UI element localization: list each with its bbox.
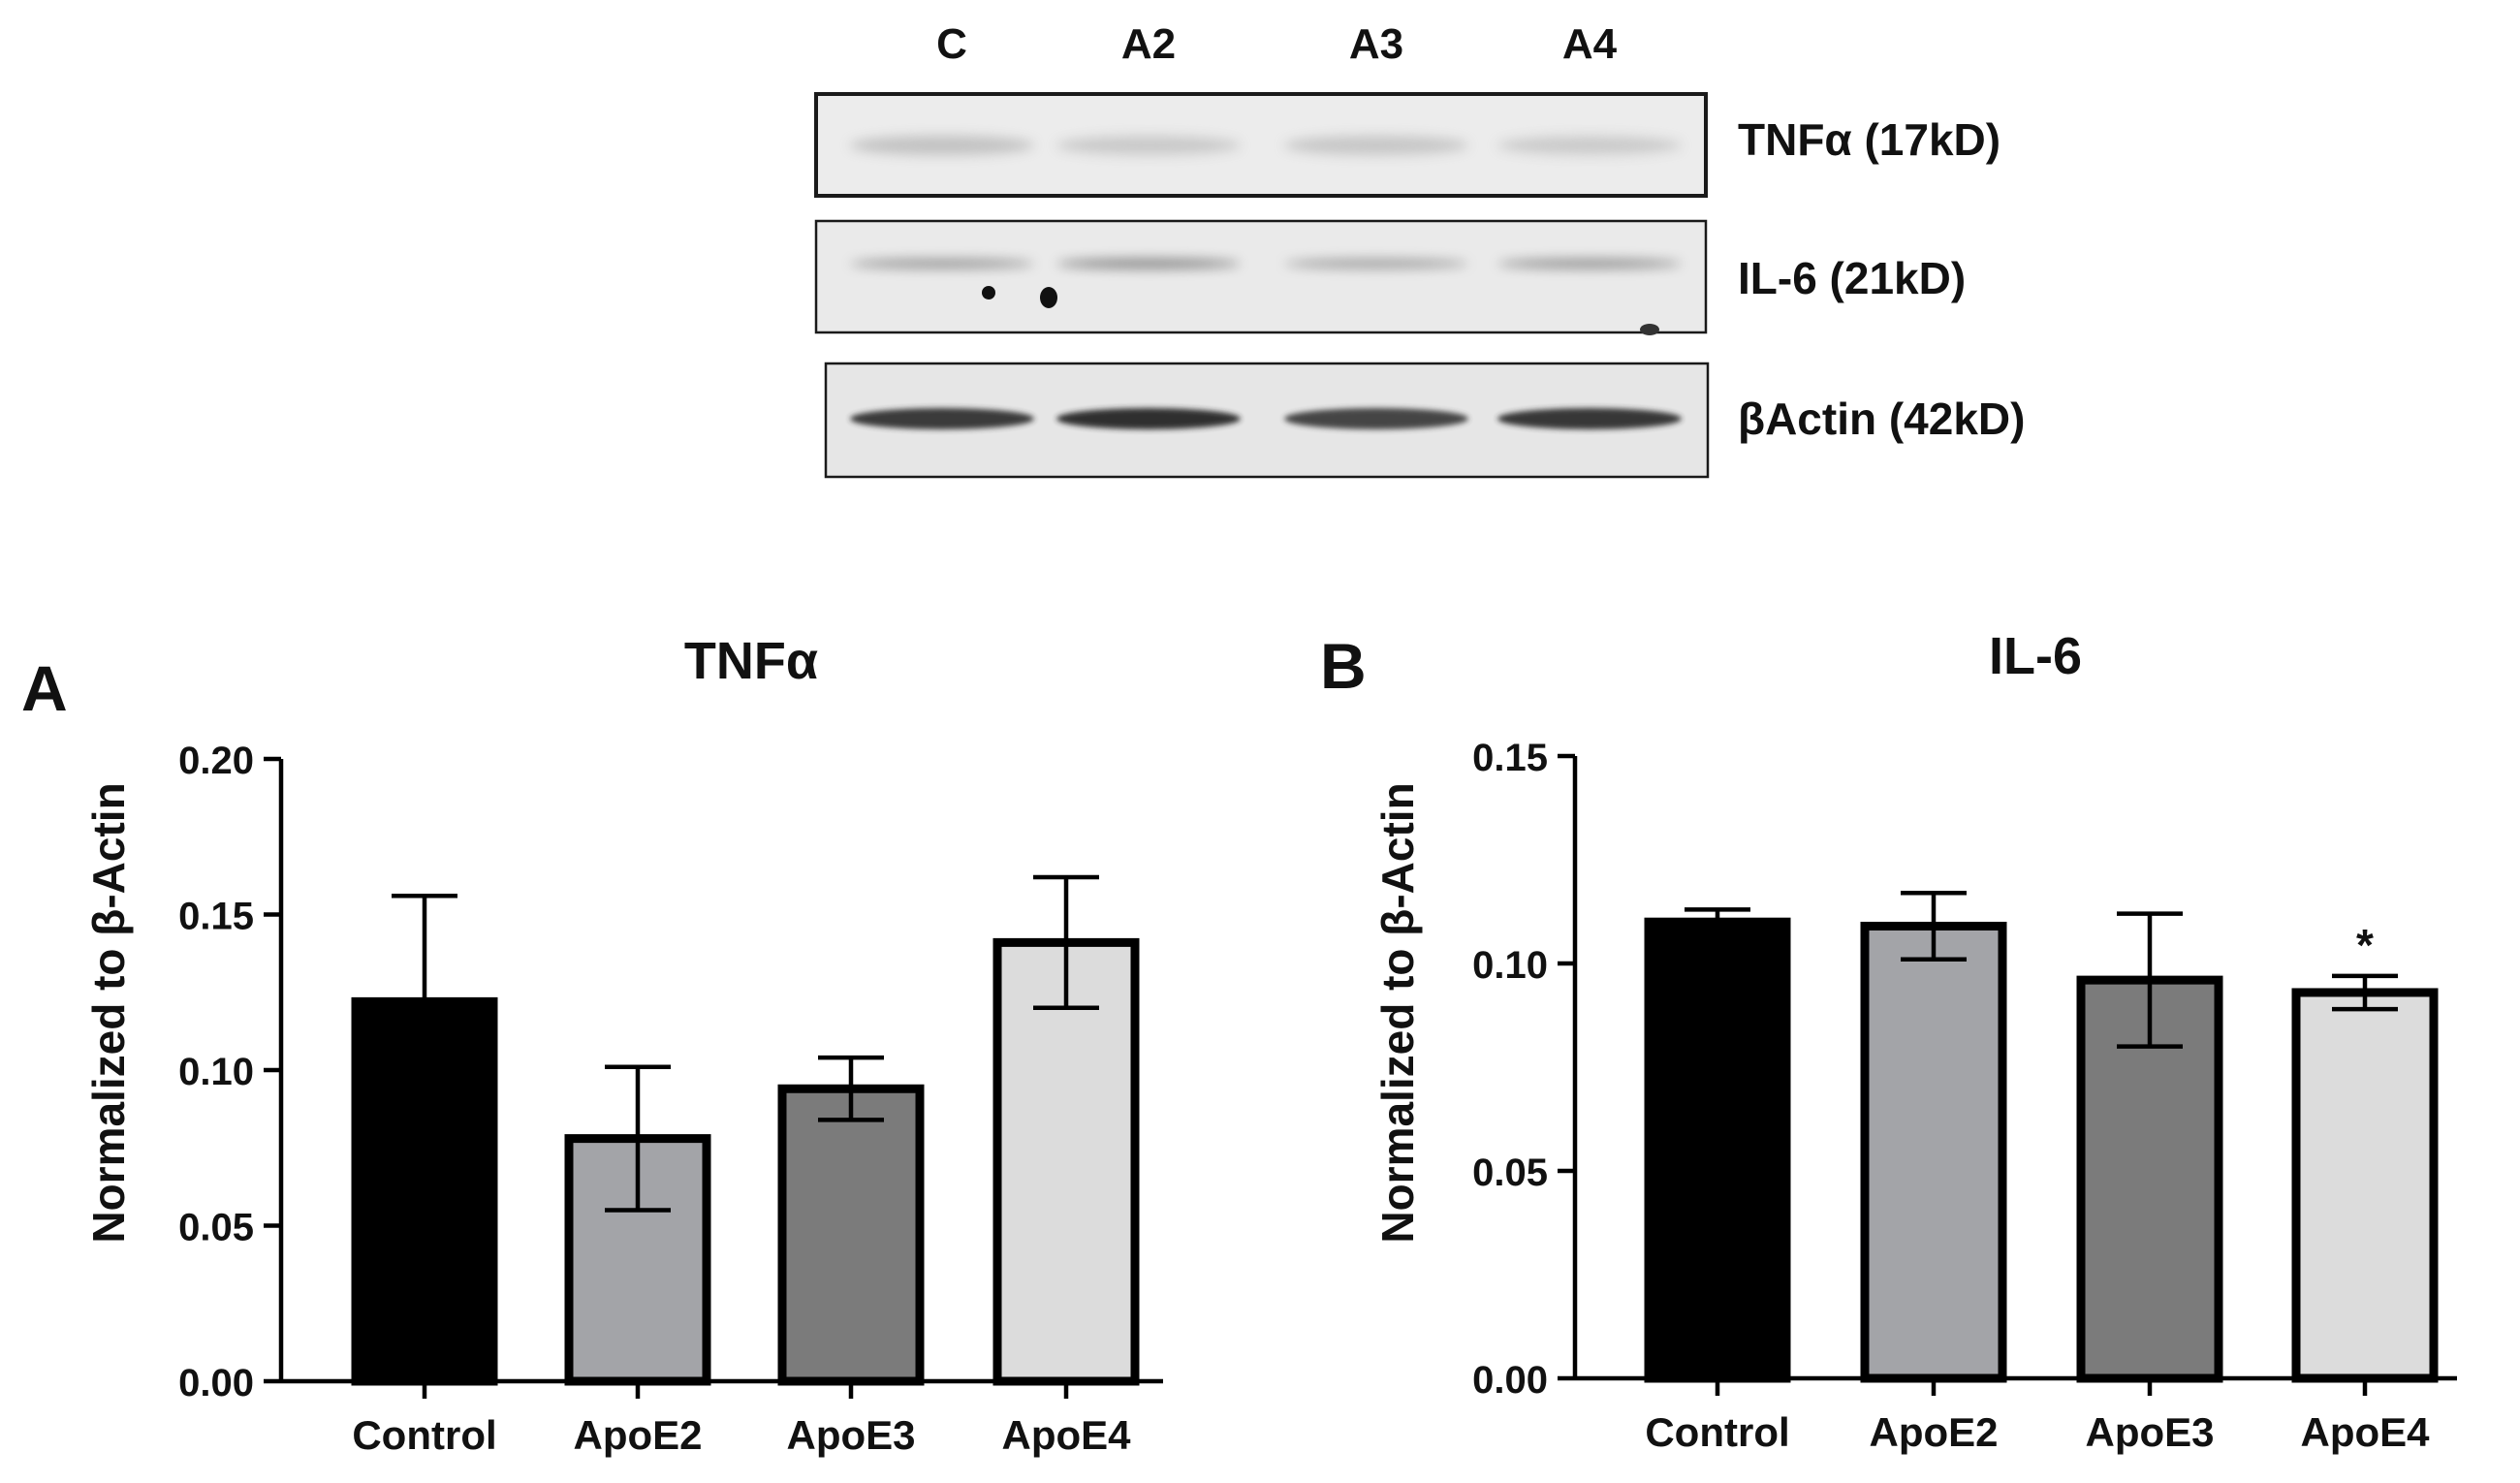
y-tick-label: 0.05 [1472, 1152, 1548, 1194]
panel-letter-a: A [21, 652, 68, 724]
plot-area-a: 0.00 0.05 0.10 0.15 0.20 Control ApoE2 ApoE3 Apo… [178, 740, 1163, 1458]
y-tick-label: 0.00 [178, 1362, 254, 1404]
western-blot: C A2 A3 A4 TNFα (17kD) IL-6 (21kD) βActi… [814, 20, 2025, 479]
blot-row-label-tnfa: TNFα (17kD) [1738, 114, 2000, 165]
blot-band [1056, 259, 1241, 268]
y-axis-label-b: Normalized to β-Actin [1372, 782, 1423, 1243]
blot-speck [1640, 324, 1659, 335]
plot-area-b: 0.00 0.05 0.10 0.15 Control ApoE2 ApoE3 ApoE4 * [1472, 737, 2457, 1455]
panel-letter-b: B [1320, 630, 1367, 702]
blot-band [850, 136, 1034, 155]
x-tick-label: ApoE2 [573, 1412, 702, 1458]
blot-lane-label: A2 [1121, 20, 1176, 68]
chart-panel-a: A TNFα Normalized to β-Actin 0.00 0.05 0.1… [21, 632, 1163, 1458]
x-tick-label: Control [352, 1412, 496, 1458]
x-tick-label: ApoE3 [2085, 1409, 2214, 1455]
blot-band [1497, 408, 1682, 429]
chart-panel-b: B IL-6 Normalized to β-Actin 0.00 0.05 0.1… [1320, 627, 2457, 1455]
chart-title-b: IL-6 [1989, 627, 2082, 685]
blot-strip [814, 219, 1708, 334]
y-tick-label: 0.05 [178, 1207, 254, 1249]
bar-apoe2 [1860, 921, 2007, 1383]
significance-marker: * [2356, 920, 2374, 970]
blot-band [1497, 136, 1682, 155]
chart-title-a: TNFα [684, 632, 818, 690]
blot-band [1284, 259, 1468, 268]
blot-row-label-bactin: βActin (42kD) [1738, 394, 2025, 444]
blot-row-label-il6: IL-6 (21kD) [1738, 253, 1966, 303]
y-tick-label: 0.15 [1472, 737, 1548, 779]
blot-band [850, 259, 1034, 268]
bar-apoe4 [2291, 988, 2439, 1383]
blot-band [850, 408, 1034, 429]
blot-lane-label: A4 [1562, 20, 1618, 68]
x-tick-label: ApoE3 [786, 1412, 915, 1458]
blot-lane-label: A3 [1349, 20, 1403, 68]
y-tick-label: 0.10 [178, 1051, 254, 1093]
y-axis-label-a: Normalized to β-Actin [83, 782, 134, 1243]
bar-control [1644, 917, 1791, 1383]
blot-band [1284, 136, 1468, 155]
y-tick-label: 0.20 [178, 740, 254, 782]
blot-band [1497, 259, 1682, 268]
blot-band [1056, 136, 1241, 155]
blot-speck [1040, 287, 1057, 308]
y-tick-label: 0.10 [1472, 944, 1548, 987]
bar-apoe3 [777, 1084, 925, 1386]
blot-lane-label: C [936, 20, 967, 68]
blot-strips [814, 92, 1710, 479]
x-tick-label: ApoE4 [2300, 1409, 2430, 1455]
x-tick-label: ApoE4 [1001, 1412, 1131, 1458]
blot-band [1284, 408, 1468, 429]
blot-band [1056, 408, 1241, 429]
x-tick-label: ApoE2 [1869, 1409, 1998, 1455]
y-tick-label: 0.15 [178, 896, 254, 938]
y-tick-label: 0.00 [1472, 1359, 1548, 1402]
blot-speck [982, 286, 995, 300]
x-tick-label: Control [1645, 1409, 1789, 1455]
